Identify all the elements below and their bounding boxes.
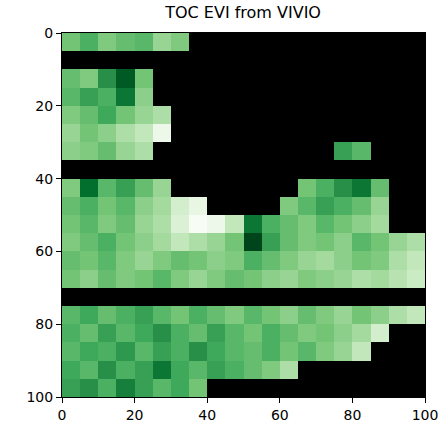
- svg-text:100: 100: [26, 389, 53, 405]
- svg-text:20: 20: [126, 407, 144, 423]
- svg-text:0: 0: [58, 407, 67, 423]
- svg-text:80: 80: [35, 316, 53, 332]
- svg-text:80: 80: [343, 407, 361, 423]
- svg-text:TOC EVI from VIVIO: TOC EVI from VIVIO: [164, 3, 321, 22]
- svg-text:100: 100: [412, 407, 439, 423]
- svg-text:40: 40: [198, 407, 216, 423]
- svg-text:20: 20: [35, 98, 53, 114]
- svg-text:60: 60: [271, 407, 289, 423]
- svg-text:40: 40: [35, 171, 53, 187]
- svg-text:60: 60: [35, 243, 53, 259]
- svg-text:0: 0: [44, 25, 53, 41]
